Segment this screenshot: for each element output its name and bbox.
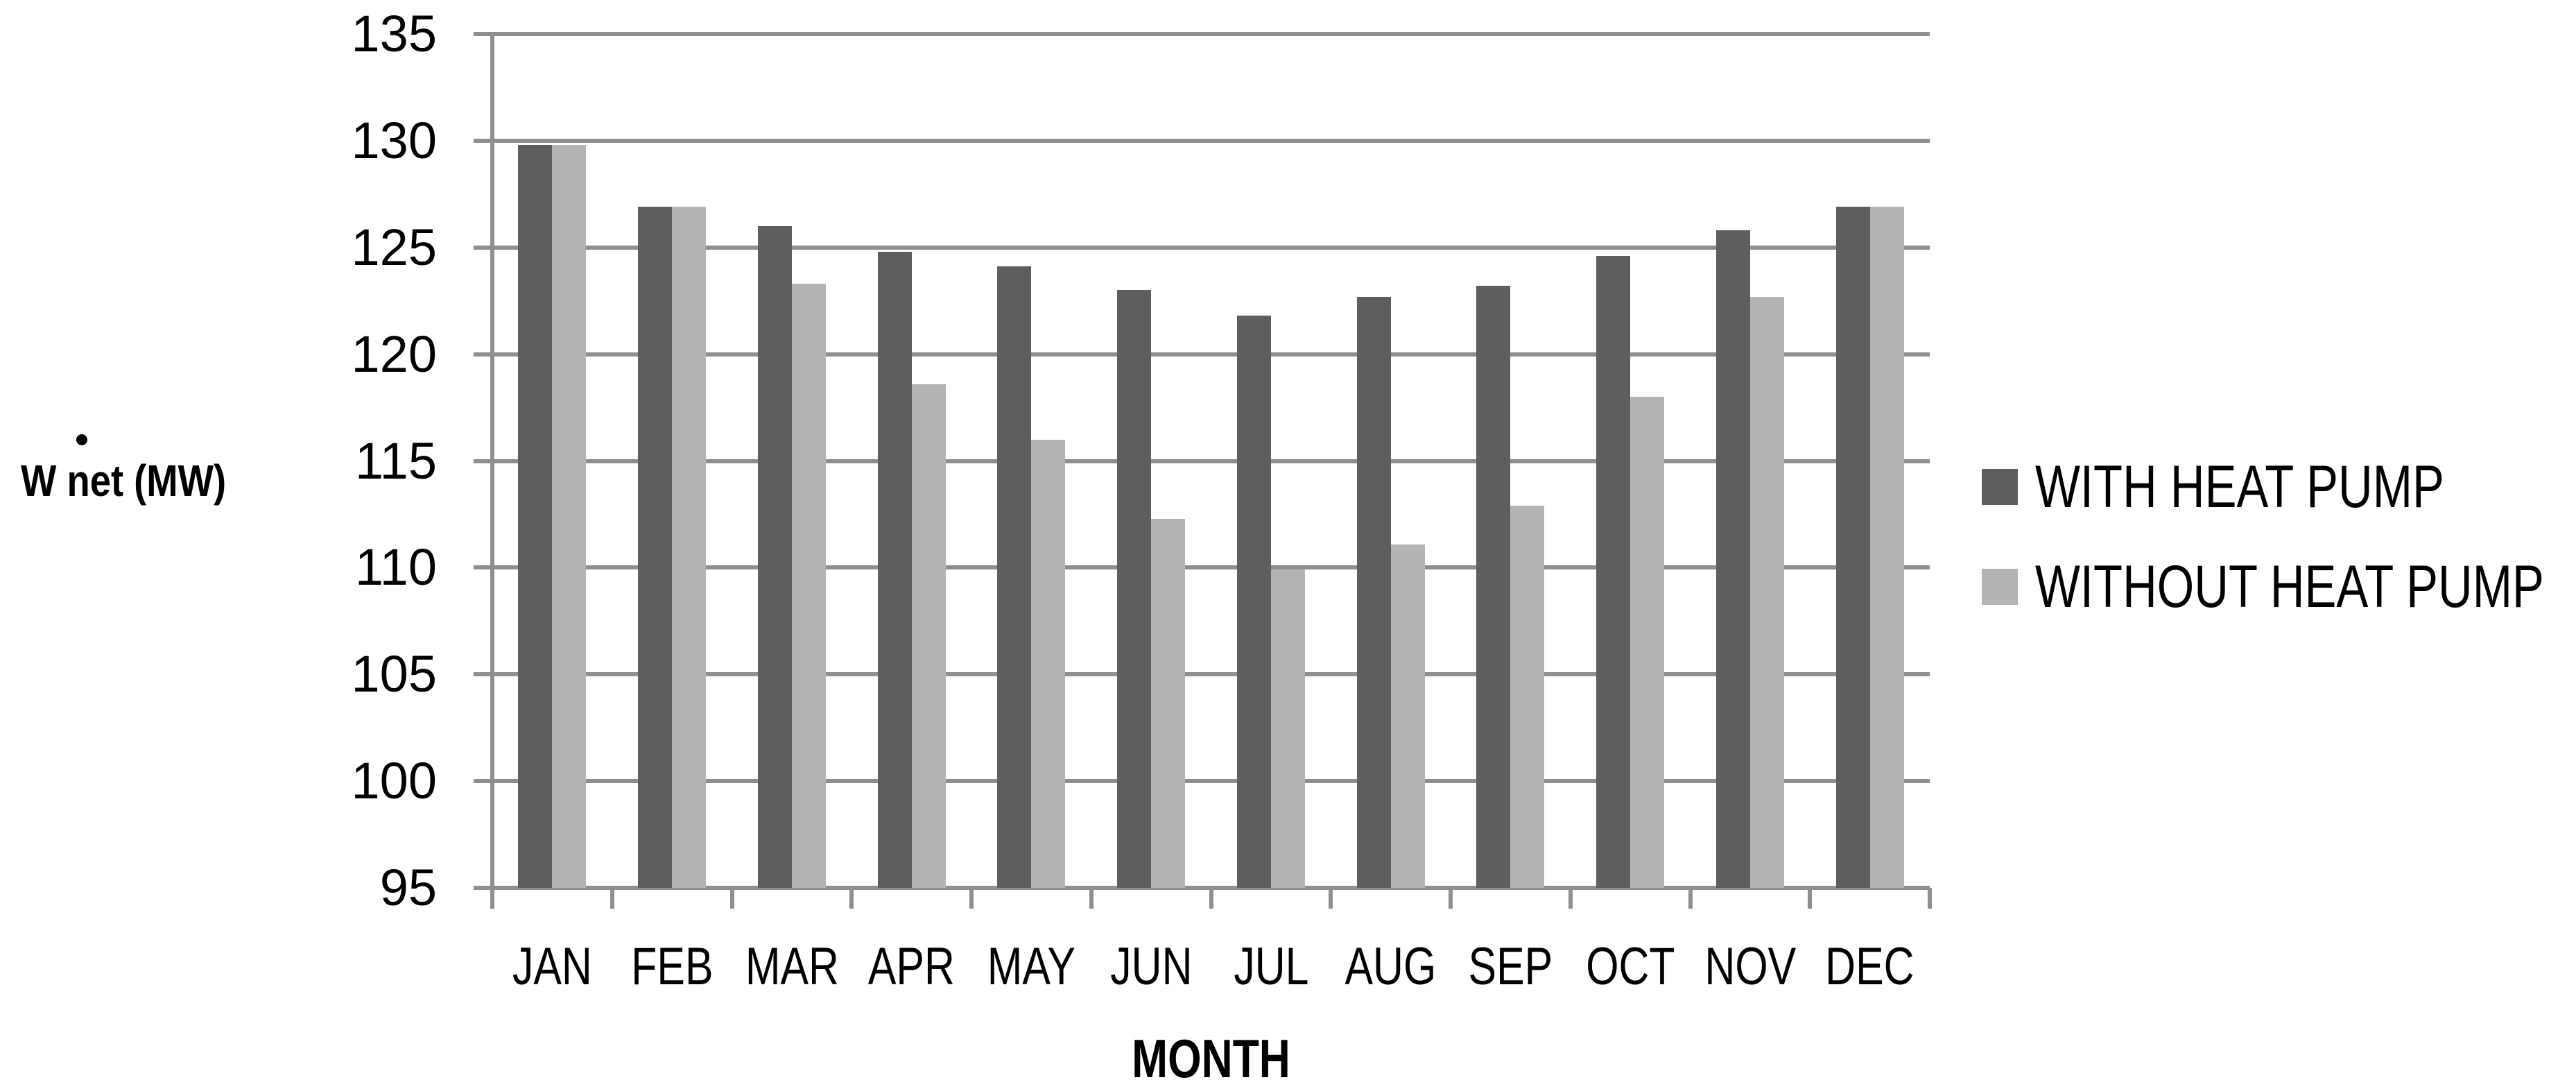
y-tick-label-115: 115 [355, 431, 437, 490]
legend-item-without-heat-pump: WITHOUT HEAT PUMP [1982, 549, 2576, 624]
x-tick-mark [490, 888, 494, 909]
x-axis-title: MONTH [1132, 1028, 1290, 1089]
gridline-100 [474, 779, 1930, 784]
plot-area [474, 32, 1932, 909]
bar-with-heat-pump-feb [638, 207, 673, 888]
gridline-95 [474, 886, 1930, 890]
bar-without-heat-pump-feb [672, 207, 707, 888]
bar-group-aug [1331, 34, 1451, 888]
bar-without-heat-pump-may [1031, 439, 1066, 888]
month-label-oct: OCT [1585, 937, 1675, 996]
bar-with-heat-pump-sep [1476, 286, 1511, 888]
month-label-feb: FEB [631, 937, 714, 996]
month-label-sep: SEP [1468, 937, 1553, 996]
bar-without-heat-pump-nov [1749, 296, 1784, 888]
legend: WITH HEAT PUMP WITHOUT HEAT PUMP [1982, 449, 2576, 624]
bar-without-heat-pump-sep [1510, 506, 1545, 888]
month-label-aug: AUG [1345, 937, 1437, 996]
bar-with-heat-pump-jan [518, 145, 553, 888]
y-tick-label-100: 100 [351, 752, 437, 810]
y-axis-line [490, 32, 494, 890]
bar-without-heat-pump-mar [791, 284, 826, 888]
bar-group-mar [732, 34, 852, 888]
legend-item-with-heat-pump: WITH HEAT PUMP [1982, 449, 2576, 524]
x-tick-mark [610, 888, 614, 909]
x-tick-mark [729, 888, 734, 909]
bar-without-heat-pump-jun [1151, 518, 1186, 888]
x-tick-mark [1089, 888, 1093, 909]
y-tick-label-95: 95 [379, 859, 437, 916]
bar-with-heat-pump-aug [1356, 296, 1391, 888]
month-label-apr: APR [868, 937, 956, 996]
gridline-135 [474, 32, 1930, 36]
legend-label: WITH HEAT PUMP [2035, 454, 2444, 520]
gridline-105 [474, 672, 1930, 677]
gridline-120 [474, 352, 1930, 357]
y-tick-label-110: 110 [355, 538, 437, 597]
bar-group-jul [1211, 34, 1331, 888]
bar-group-feb [612, 34, 732, 888]
bar-group-jun [1091, 34, 1211, 888]
gridline-125 [474, 245, 1930, 250]
bar-with-heat-pump-mar [757, 225, 792, 888]
x-tick-mark [1449, 888, 1453, 909]
month-label-jul: JUL [1233, 937, 1308, 996]
bar-group-dec [1810, 34, 1930, 888]
bar-with-heat-pump-nov [1715, 230, 1750, 888]
month-label-dec: DEC [1825, 937, 1914, 996]
bar-group-may [971, 34, 1091, 888]
month-label-mar: MAR [745, 937, 839, 996]
bar-group-nov [1691, 34, 1810, 888]
bar-without-heat-pump-aug [1390, 544, 1425, 888]
bar-with-heat-pump-dec [1835, 207, 1870, 888]
bar-with-heat-pump-jul [1236, 316, 1271, 888]
x-tick-mark [1808, 888, 1813, 909]
w-dot-accent [76, 434, 87, 445]
legend-swatch-icon [1982, 569, 2018, 605]
y-tick-label-135: 135 [351, 5, 437, 62]
bar-group-apr [852, 34, 971, 888]
month-label-jan: JAN [512, 937, 592, 996]
bar-group-jan [492, 34, 612, 888]
gridline-130 [474, 138, 1930, 143]
x-tick-mark [1209, 888, 1213, 909]
y-tick-label-105: 105 [351, 645, 437, 703]
bar-without-heat-pump-oct [1630, 397, 1665, 888]
legend-swatch-icon [1982, 469, 2018, 505]
legend-label: WITHOUT HEAT PUMP [2035, 554, 2544, 620]
y-axis-title: W net (MW) [21, 434, 312, 512]
month-label-nov: NOV [1704, 937, 1796, 996]
bar-without-heat-pump-jan [552, 145, 587, 888]
bar-with-heat-pump-jun [1117, 290, 1152, 888]
bar-group-sep [1451, 34, 1571, 888]
x-tick-mark [1568, 888, 1573, 909]
x-tick-mark [1329, 888, 1333, 909]
bar-with-heat-pump-apr [877, 251, 912, 888]
x-tick-mark [849, 888, 854, 909]
x-tick-mark [1928, 888, 1932, 909]
month-label-jun: JUN [1110, 937, 1193, 996]
y-axis-title-text: W net (MW) [21, 456, 227, 506]
x-tick-mark [1688, 888, 1693, 909]
bar-with-heat-pump-oct [1596, 256, 1631, 888]
y-tick-label-125: 125 [351, 218, 437, 276]
bar-without-heat-pump-dec [1869, 207, 1904, 888]
bar-group-oct [1571, 34, 1691, 888]
gridline-115 [474, 458, 1930, 463]
month-label-may: MAY [987, 937, 1075, 996]
gridline-110 [474, 565, 1930, 570]
bar-without-heat-pump-jul [1270, 569, 1305, 888]
x-tick-mark [969, 888, 974, 909]
bar-without-heat-pump-apr [911, 384, 946, 888]
y-tick-label-130: 130 [351, 111, 437, 169]
y-tick-label-120: 120 [351, 325, 437, 383]
bar-with-heat-pump-may [997, 266, 1032, 888]
